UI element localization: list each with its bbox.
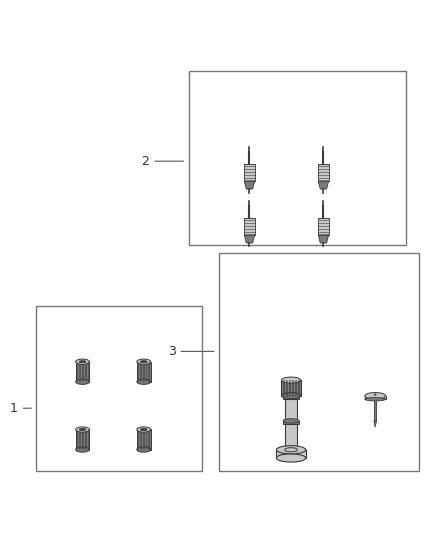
Ellipse shape (140, 361, 147, 363)
Bar (219, 254, 419, 471)
Ellipse shape (79, 361, 86, 363)
Ellipse shape (137, 359, 151, 365)
Polygon shape (285, 424, 297, 450)
Ellipse shape (282, 377, 300, 383)
Polygon shape (374, 399, 377, 421)
Text: 1: 1 (10, 402, 31, 415)
Ellipse shape (276, 446, 306, 454)
Bar (36, 305, 201, 471)
Polygon shape (365, 396, 385, 399)
Ellipse shape (283, 393, 299, 398)
Ellipse shape (285, 448, 297, 452)
Ellipse shape (365, 392, 385, 399)
Ellipse shape (137, 447, 151, 452)
Ellipse shape (276, 454, 306, 462)
Polygon shape (244, 181, 254, 189)
Ellipse shape (140, 429, 147, 431)
Ellipse shape (76, 447, 89, 452)
Ellipse shape (79, 429, 86, 431)
Text: 2: 2 (141, 155, 184, 168)
Ellipse shape (282, 393, 300, 399)
Ellipse shape (137, 427, 151, 432)
Polygon shape (244, 235, 254, 243)
Ellipse shape (365, 398, 385, 401)
Polygon shape (374, 421, 377, 427)
Polygon shape (318, 181, 328, 189)
Ellipse shape (76, 379, 89, 384)
Polygon shape (318, 164, 328, 181)
Polygon shape (318, 235, 328, 243)
Polygon shape (76, 430, 89, 449)
Polygon shape (244, 164, 254, 181)
Polygon shape (137, 362, 151, 382)
Polygon shape (76, 362, 89, 382)
Polygon shape (285, 399, 297, 421)
Polygon shape (282, 380, 300, 395)
Ellipse shape (76, 359, 89, 365)
Ellipse shape (137, 379, 151, 384)
Ellipse shape (374, 394, 376, 395)
Polygon shape (276, 450, 306, 458)
Ellipse shape (283, 418, 299, 423)
Polygon shape (283, 395, 299, 399)
Text: 3: 3 (168, 345, 214, 358)
Bar (188, 71, 406, 245)
Ellipse shape (76, 427, 89, 432)
Polygon shape (283, 421, 299, 424)
Polygon shape (244, 217, 254, 235)
Polygon shape (318, 217, 328, 235)
Polygon shape (137, 430, 151, 449)
